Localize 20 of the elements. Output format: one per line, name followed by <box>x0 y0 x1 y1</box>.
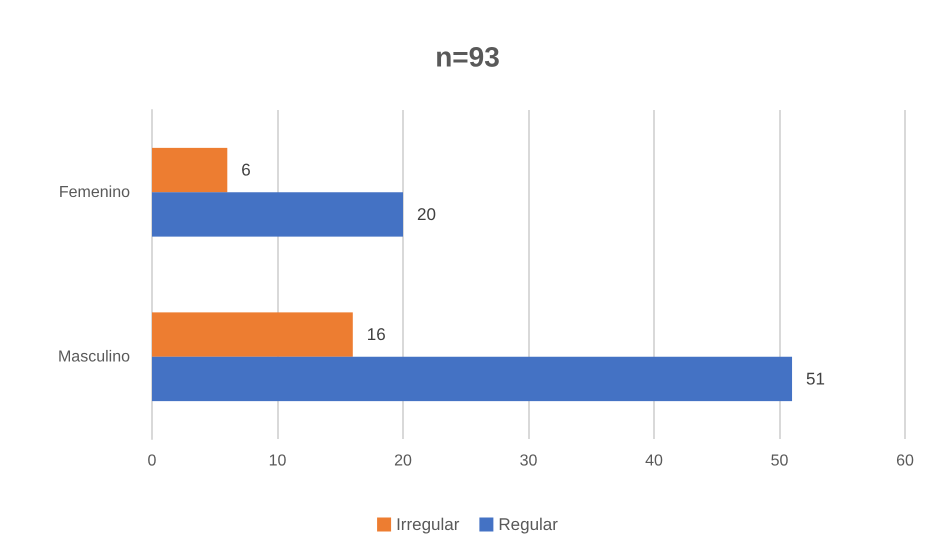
legend-label: Regular <box>498 515 558 534</box>
bar <box>152 356 792 402</box>
chart-title: n=93 <box>435 42 500 72</box>
x-tick-label: 10 <box>268 452 286 470</box>
bar <box>152 192 403 237</box>
legend-label: Irregular <box>396 515 460 534</box>
data-label: 51 <box>806 369 825 388</box>
y-tick-label: Femenino <box>58 184 130 201</box>
bar <box>152 312 353 357</box>
x-tick-label: 50 <box>770 452 788 470</box>
data-label: 6 <box>241 160 251 180</box>
x-tick-label: 20 <box>394 452 412 470</box>
data-label: 16 <box>366 325 386 344</box>
x-tick-label: 0 <box>148 452 157 470</box>
y-tick-label: Masculino <box>58 348 130 366</box>
data-label: 20 <box>417 204 436 224</box>
x-tick-label: 30 <box>520 452 538 470</box>
x-tick-label: 60 <box>896 452 914 470</box>
bar <box>152 148 228 192</box>
x-tick-label: 40 <box>645 452 663 470</box>
